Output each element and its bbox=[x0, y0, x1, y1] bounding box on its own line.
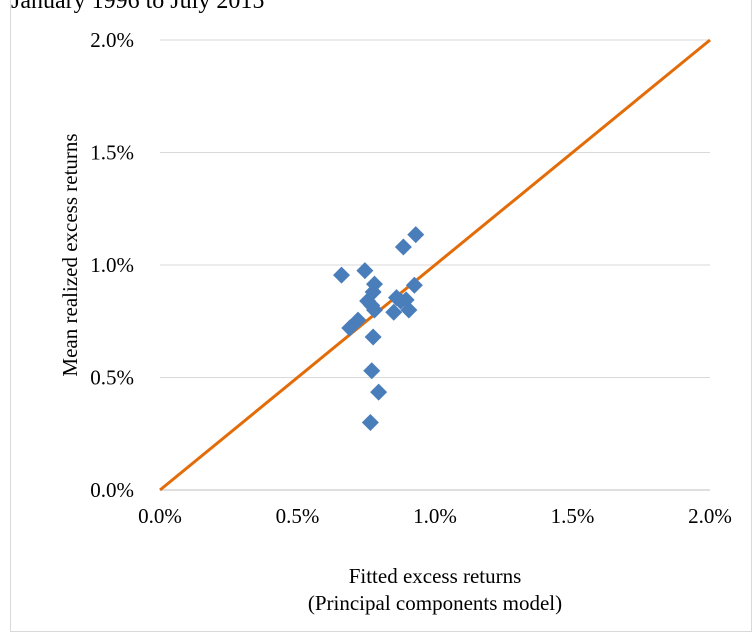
chart-title: January 1996 to July 2015 bbox=[11, 0, 265, 14]
fit-line bbox=[159, 38, 711, 492]
fit-line-layer bbox=[159, 38, 711, 492]
data-point bbox=[363, 362, 381, 380]
data-point bbox=[366, 301, 383, 319]
x-tick-label: 1.0% bbox=[413, 504, 457, 528]
y-tick-label: 0.0% bbox=[90, 478, 134, 502]
y-tick-label: 1.5% bbox=[90, 141, 134, 165]
x-axis-title-line-1: Fitted excess returns bbox=[349, 564, 522, 588]
x-tick-label: 1.5% bbox=[551, 504, 595, 528]
x-tick-label: 0.0% bbox=[138, 504, 182, 528]
data-point bbox=[385, 303, 403, 321]
chart-frame: January 1996 to July 2015 bbox=[10, 0, 752, 632]
data-point bbox=[361, 414, 379, 431]
x-tick-label: 2.0% bbox=[688, 504, 732, 528]
data-point bbox=[405, 276, 423, 294]
data-point bbox=[400, 301, 418, 319]
x-tick-labels: 0.0% 0.5% 1.0% 1.5% 2.0% bbox=[138, 504, 732, 528]
data-point bbox=[333, 266, 350, 284]
data-point bbox=[394, 238, 412, 256]
x-tick-label: 0.5% bbox=[276, 504, 320, 528]
data-point bbox=[370, 383, 388, 401]
y-axis-title: Mean realized excess returns bbox=[58, 133, 82, 376]
data-point bbox=[356, 262, 374, 280]
x-axis-title-line-2: (Principal components model) bbox=[308, 591, 562, 615]
gridlines bbox=[160, 39, 710, 378]
data-point bbox=[341, 319, 359, 337]
y-tick-label: 2.0% bbox=[90, 28, 134, 52]
data-point bbox=[407, 226, 425, 244]
data-point bbox=[364, 328, 382, 346]
data-points bbox=[333, 226, 425, 431]
y-tick-label: 1.0% bbox=[90, 253, 134, 277]
y-tick-labels: 0.0% 0.5% 1.0% 1.5% 2.0% bbox=[90, 28, 134, 502]
y-tick-label: 0.5% bbox=[90, 366, 134, 390]
